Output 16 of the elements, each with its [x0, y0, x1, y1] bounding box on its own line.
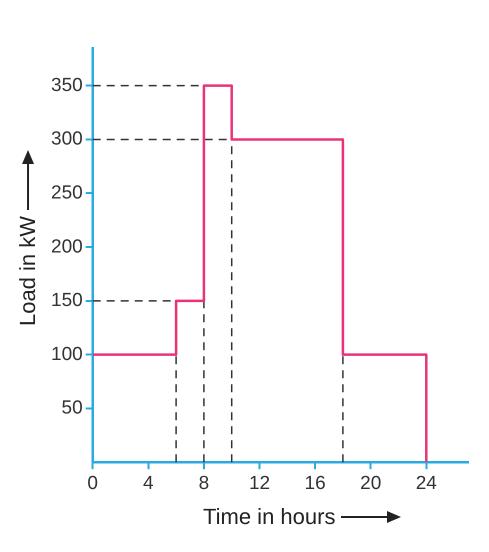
y-tick-label: 300: [51, 128, 83, 150]
x-tick-label: 8: [198, 472, 210, 494]
y-tick-label: 100: [51, 344, 83, 365]
x-tick-label: 20: [360, 472, 382, 494]
x-axis-title: Time in hours: [203, 504, 336, 530]
y-tick-label: 350: [51, 74, 83, 96]
y-axis-title: Load in kW: [15, 216, 41, 326]
x-tick-label: 0: [87, 472, 98, 494]
x-tick-label: 16: [304, 472, 326, 494]
y-tick-label: 200: [51, 236, 83, 258]
x-tick-label: 12: [248, 472, 270, 494]
y-tick-label: 250: [51, 182, 83, 204]
y-tick-label: 150: [51, 290, 83, 312]
x-tick-label: 4: [143, 472, 154, 494]
y-tick-label: 50: [62, 398, 83, 419]
x-tick-label: 24: [416, 472, 438, 494]
